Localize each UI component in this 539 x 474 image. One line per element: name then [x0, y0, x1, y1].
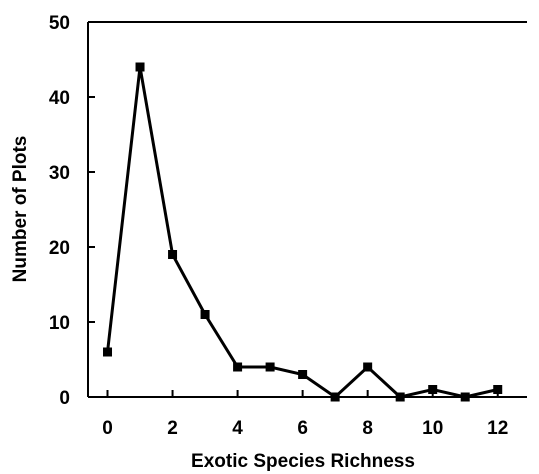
x-tick-label: 12	[487, 418, 508, 439]
x-tick-label: 4	[232, 418, 243, 439]
data-point	[330, 392, 340, 402]
x-axis-title: Exotic Species Richness	[191, 451, 415, 472]
data-point	[200, 310, 210, 319]
y-tick-label: 50	[49, 13, 70, 34]
plot-frame	[87, 21, 527, 398]
data-point	[168, 250, 178, 259]
x-tick-label: 6	[297, 418, 308, 439]
y-tick-label: 10	[49, 313, 70, 334]
y-tick-label: 0	[59, 388, 70, 409]
series-line	[106, 66, 499, 399]
x-ticks: 0 2 4 6 8 10 12	[102, 390, 508, 439]
data-point	[428, 385, 438, 394]
x-tick-label: 10	[422, 418, 443, 439]
data-point	[460, 392, 470, 402]
data-point	[298, 370, 308, 379]
data-point	[493, 385, 503, 394]
data-point	[395, 392, 405, 402]
x-tick-label: 2	[167, 418, 178, 439]
x-tick-label: 8	[362, 418, 373, 439]
series-group	[103, 62, 503, 402]
data-point	[135, 62, 145, 72]
data-point	[265, 362, 275, 372]
data-point	[233, 362, 243, 372]
x-tick-label: 0	[102, 418, 113, 439]
y-ticks: 0 10 20 30 40 50	[49, 13, 95, 409]
y-tick-label: 20	[49, 238, 70, 259]
data-point	[363, 362, 373, 372]
y-tick-label: 40	[49, 88, 70, 109]
data-point	[103, 347, 113, 357]
y-tick-label: 30	[49, 163, 70, 184]
y-axis-title: Number of Plots	[10, 136, 31, 283]
